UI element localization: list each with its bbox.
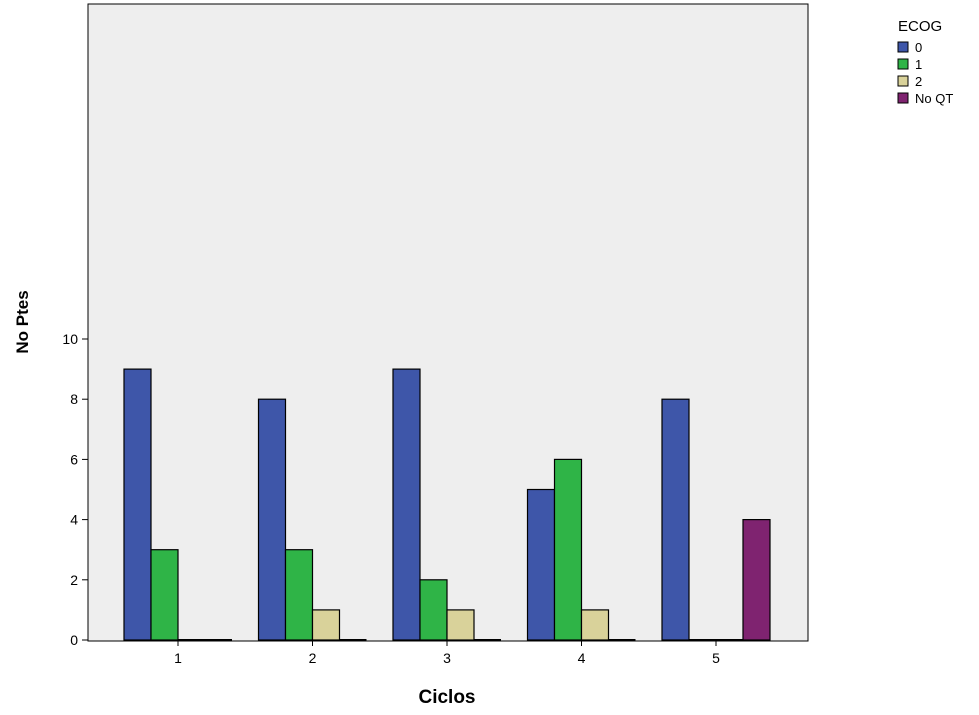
bar-cat4-series-1 (553, 458, 583, 641)
y-axis-title: No Ptes (13, 290, 32, 353)
bar-cat1-series-0 (123, 368, 152, 641)
y-tick-label: 6 (70, 451, 78, 467)
legend: ECOG 0 1 2 No QT (897, 18, 953, 106)
legend-swatch (897, 58, 909, 70)
y-tick-label: 8 (70, 391, 78, 407)
bar-cat4-series-2 (580, 609, 610, 641)
bar-cat5-series-no-qt (742, 518, 771, 641)
y-tick-label: 10 (62, 331, 78, 347)
bars-group (123, 368, 771, 641)
x-tick-label: 5 (712, 650, 720, 666)
bar-cat2-series-2 (311, 609, 341, 641)
x-axis-ticks: 1 2 3 4 5 (174, 640, 720, 666)
legend-swatch (897, 92, 909, 104)
legend-swatch (897, 75, 909, 87)
y-axis-ticks: 0 2 4 6 8 10 (62, 331, 88, 648)
legend-label: 2 (915, 74, 922, 89)
x-tick-label: 2 (309, 650, 317, 666)
bar-cat4-series-0 (526, 488, 556, 641)
bar-cat1-series-1 (150, 549, 179, 641)
legend-title: ECOG (898, 18, 942, 35)
x-tick-label: 4 (578, 650, 586, 666)
x-axis-title: Ciclos (418, 687, 475, 708)
legend-swatch (897, 41, 909, 53)
x-tick-label: 3 (443, 650, 451, 666)
x-tick-label: 1 (174, 650, 182, 666)
legend-label: 0 (915, 40, 922, 55)
y-tick-label: 0 (70, 632, 78, 648)
legend-label: 1 (915, 57, 922, 72)
y-tick-label: 2 (70, 572, 78, 588)
bar-cat3-series-2 (446, 609, 475, 641)
plot-area (87, 3, 809, 642)
bar-cat3-series-1 (419, 579, 448, 641)
bar-cat2-series-0 (257, 398, 287, 641)
y-tick-label: 4 (70, 512, 78, 528)
bar-cat3-series-0 (392, 368, 421, 641)
bar-cat5-series-0 (661, 398, 690, 641)
bar-cat2-series-1 (284, 549, 314, 641)
legend-label: No QT (915, 91, 953, 106)
